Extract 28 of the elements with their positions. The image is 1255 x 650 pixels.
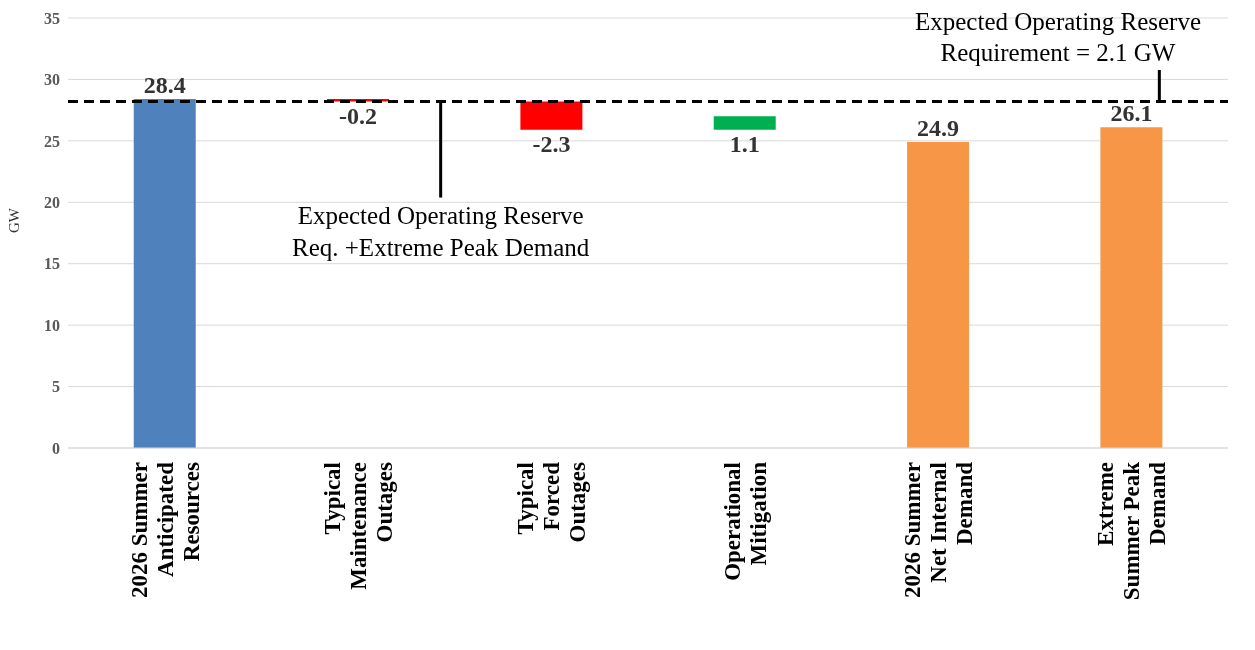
y-tick-label: 20 xyxy=(44,193,60,211)
data-label: 24.9 xyxy=(917,115,960,142)
x-tick-label: Extreme Summer Peak Demand xyxy=(1093,461,1171,601)
bar xyxy=(133,99,196,448)
y-tick-label: 15 xyxy=(44,255,60,273)
x-tick-label: 2026 Summer Anticipated Resources xyxy=(126,461,204,599)
data-label: 1.1 xyxy=(729,130,760,157)
y-axis-title: GW xyxy=(6,207,23,233)
bar xyxy=(1100,127,1163,448)
data-label: -0.2 xyxy=(339,102,378,129)
x-tick-label: 2026 Summer Net Internal Demand xyxy=(900,461,977,599)
y-tick-label: 5 xyxy=(52,378,60,396)
y-tick-label: 0 xyxy=(52,439,60,457)
x-tick-label: Typical Forced Outages xyxy=(513,461,591,543)
annotation: Expected Operating Reserve Req. +Extreme Peak Demand xyxy=(291,200,591,263)
y-tick-label: 35 xyxy=(44,9,60,27)
data-label: -2.3 xyxy=(532,130,571,157)
data-label: 26.1 xyxy=(1110,100,1153,127)
annotation: Expected Operating Reserve Requirement = 2.1 GW xyxy=(914,7,1202,68)
y-tick-label: 30 xyxy=(44,71,60,89)
x-tick-label: Typical Maintenance Outages xyxy=(320,461,397,590)
y-tick-label: 25 xyxy=(44,132,60,150)
y-tick-label: 10 xyxy=(44,316,60,334)
data-label: 28.4 xyxy=(143,72,186,99)
x-tick-label: Operational Mitigation xyxy=(719,461,771,581)
bar xyxy=(520,101,583,130)
bar xyxy=(907,142,970,448)
bar xyxy=(713,116,776,130)
